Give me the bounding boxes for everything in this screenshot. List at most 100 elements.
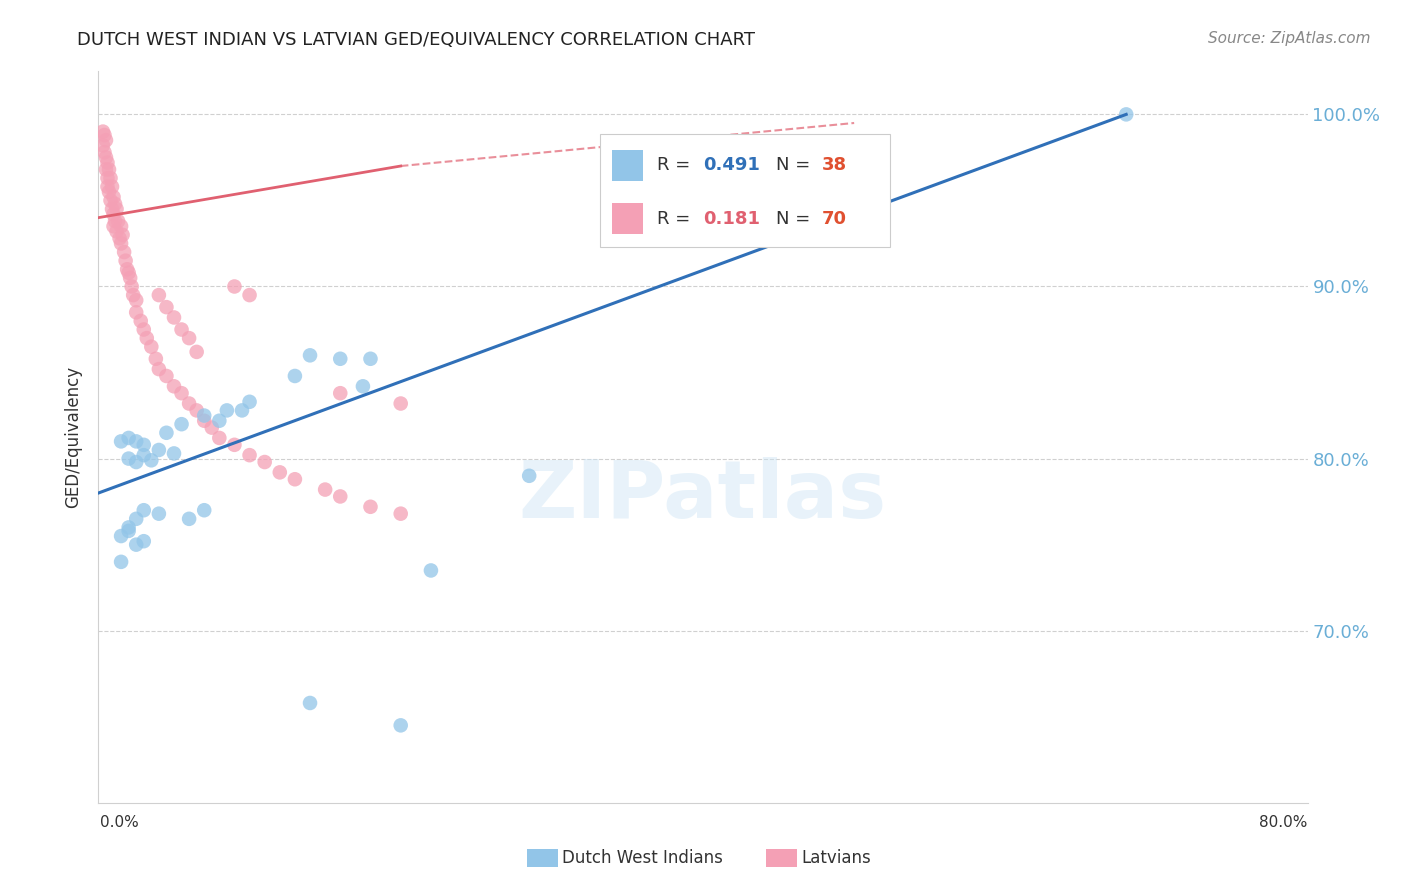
Point [98,162,121,177]
Point [329,490,352,504]
Point [284,472,307,486]
Point [110,529,132,543]
Point [110,236,132,251]
Point [269,466,291,480]
Point [389,507,412,521]
Point [352,379,374,393]
Point [94,162,117,177]
Point [96,171,118,186]
Point [208,431,231,445]
Point [208,414,231,428]
Point [96,179,118,194]
Text: Latvians: Latvians [801,849,872,867]
Point [118,266,141,280]
Text: 80.0%: 80.0% [1260,815,1308,830]
Y-axis label: GED/Equivalency: GED/Equivalency [65,366,83,508]
Text: ZIPatlas: ZIPatlas [519,457,887,534]
Point [129,314,152,328]
Point [104,214,127,228]
Text: N =: N = [776,210,815,227]
Text: 38: 38 [821,156,846,174]
Text: 0.0%: 0.0% [100,815,139,830]
Point [360,351,382,366]
Text: DUTCH WEST INDIAN VS LATVIAN GED/EQUIVALENCY CORRELATION CHART: DUTCH WEST INDIAN VS LATVIAN GED/EQUIVAL… [77,31,755,49]
Point [94,133,117,147]
Point [108,231,131,245]
Point [179,512,201,526]
Point [91,138,114,153]
Point [132,503,155,517]
Point [115,262,138,277]
Point [239,394,262,409]
Point [125,305,148,319]
Point [148,507,170,521]
Point [186,403,208,417]
Point [201,420,224,434]
Point [94,150,117,164]
Point [420,564,443,578]
Point [155,425,177,440]
Point [284,369,307,384]
Point [163,310,186,325]
Point [110,555,132,569]
Point [329,351,352,366]
Point [186,344,208,359]
Text: Source: ZipAtlas.com: Source: ZipAtlas.com [1208,31,1371,46]
Point [231,403,253,417]
Point [120,271,142,285]
Point [93,145,115,160]
Point [1115,107,1137,121]
Point [118,451,141,466]
Point [170,386,193,401]
Point [118,431,141,445]
Text: R =: R = [657,156,696,174]
Point [104,197,127,211]
Point [118,524,141,538]
Point [122,288,145,302]
Point [105,202,128,216]
Point [224,279,246,293]
Point [193,503,215,517]
Text: 0.181: 0.181 [703,210,761,227]
Point [215,403,238,417]
Point [103,219,125,234]
Point [193,414,215,428]
Point [96,155,118,169]
Point [125,434,148,449]
Point [91,125,114,139]
Point [132,438,155,452]
Point [389,396,412,410]
Text: 70: 70 [821,210,846,227]
Point [107,214,129,228]
Point [155,369,177,384]
Point [125,455,148,469]
Point [112,245,135,260]
Point [125,538,148,552]
Point [170,322,193,336]
Point [148,442,170,457]
Point [148,288,170,302]
Point [105,224,128,238]
Point [517,468,540,483]
Point [101,179,124,194]
Point [329,386,352,401]
Point [163,379,186,393]
Point [299,348,322,362]
Point [103,190,125,204]
Point [125,293,148,308]
Point [253,455,276,469]
Point [314,483,336,497]
Point [145,351,167,366]
FancyBboxPatch shape [600,134,890,247]
Point [141,340,163,354]
Point [132,322,155,336]
Point [110,219,132,234]
Point [114,253,136,268]
Point [141,453,163,467]
Point [118,520,141,534]
Point [98,185,121,199]
Text: 0.491: 0.491 [703,156,759,174]
Point [360,500,382,514]
Point [125,512,148,526]
Point [132,448,155,462]
